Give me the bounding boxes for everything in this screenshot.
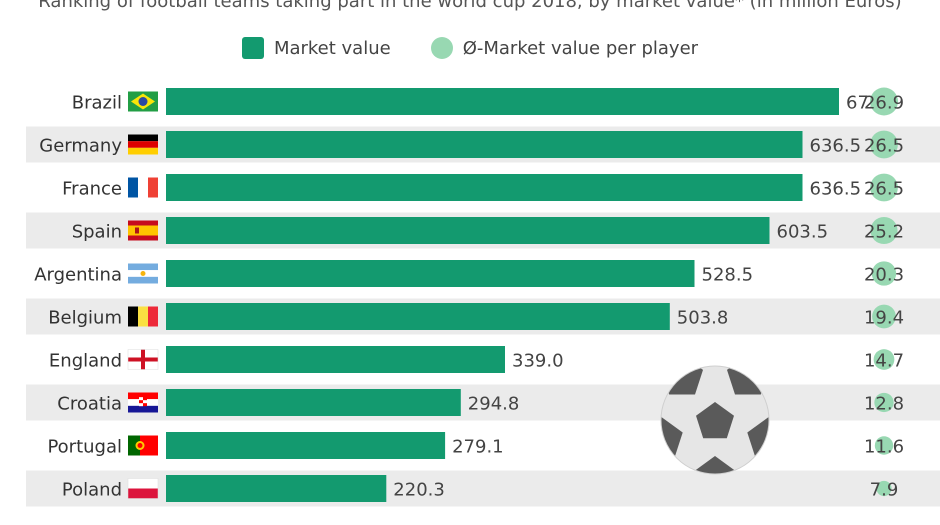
country-label: Brazil	[72, 93, 122, 114]
avg-value-label: 14.7	[864, 351, 904, 372]
avg-value-circle	[870, 130, 898, 159]
avg-value-circle	[874, 392, 894, 413]
country-label: England	[49, 351, 122, 372]
market-value-bar	[166, 217, 770, 244]
chart-row: Croatia 294.8 12.8	[26, 384, 940, 421]
country-label: Croatia	[57, 394, 122, 415]
avg-value-circle	[870, 87, 898, 116]
chart-row: England 339.0 14.7	[49, 346, 904, 373]
market-value-label: 279.1	[452, 437, 504, 458]
chart-row: Brazil673.026.9	[72, 87, 904, 116]
market-value-bar	[166, 174, 803, 201]
market-value-label: 528.5	[702, 265, 754, 286]
legend-swatch-avg-per-player	[430, 37, 453, 59]
market-value-label: 636.5	[810, 179, 862, 200]
avg-value-label: 25.2	[864, 222, 904, 243]
market-value-bar	[166, 260, 695, 287]
avg-value-circle	[872, 304, 896, 329]
avg-value-label: 26.5	[864, 179, 904, 200]
market-value-label: 636.5	[810, 136, 862, 157]
avg-value-label: 12.8	[864, 394, 904, 415]
market-value-label: 603.5	[777, 222, 829, 243]
market-value-label: 503.8	[677, 308, 729, 329]
legend-label-avg-per-player: Ø-Market value per player	[462, 37, 699, 59]
brazil-flag-icon	[128, 91, 158, 112]
legend-swatch-market-value	[241, 37, 264, 59]
england-flag-icon	[127, 349, 159, 370]
avg-value-circle	[870, 216, 898, 245]
chart-row: Portugal 279.1 11.6	[47, 432, 904, 459]
country-label: Argentina	[34, 265, 122, 286]
avg-value-label: 11.6	[864, 437, 904, 458]
chart-row: Germany 636.5 26.5	[26, 126, 940, 163]
chart-row: Belgium 503.8 19.4	[26, 298, 940, 335]
portugal-flag-icon	[128, 435, 158, 456]
country-label: Portugal	[47, 437, 122, 458]
chart-row: Poland 220.3 7.9	[26, 470, 940, 507]
legend-item-market-value: Market value	[241, 37, 391, 59]
avg-value-label: 26.9	[864, 93, 904, 114]
country-label: Poland	[62, 480, 122, 501]
chart-row: France 636.5 26.5	[62, 173, 904, 202]
market-value-bar	[166, 88, 839, 115]
avg-value-label: 20.3	[864, 265, 904, 286]
spain-flag-icon	[128, 220, 158, 241]
market-value-bar	[166, 346, 505, 373]
legend-item-avg-per-player: Ø-Market value per player	[430, 37, 699, 59]
avg-value-circle	[871, 261, 897, 286]
avg-value-label: 19.4	[864, 308, 904, 329]
country-label: Belgium	[48, 308, 122, 329]
avg-value-circle	[876, 480, 892, 497]
argentina-flag-icon	[128, 263, 158, 284]
avg-value-circle	[874, 436, 894, 455]
market-value-label: 339.0	[512, 351, 564, 372]
belgium-flag-icon	[128, 306, 158, 327]
avg-value-label: 26.5	[864, 136, 904, 157]
country-label: France	[62, 179, 122, 200]
market-value-label: 220.3	[393, 480, 445, 501]
chart-row: Spain 603.5 25.2	[26, 212, 940, 249]
market-value-bar	[166, 131, 803, 158]
france-flag-icon	[128, 177, 158, 198]
market-value-bar	[166, 432, 446, 459]
market-value-label: 294.8	[468, 394, 520, 415]
market-value-bar	[166, 389, 461, 416]
avg-value-circle	[870, 173, 898, 202]
country-label: Spain	[72, 222, 122, 243]
chart-legend: Market value Ø-Market value per player	[0, 34, 940, 62]
chart-row: Argentina 528.5 20.3	[34, 260, 904, 287]
avg-value-circle	[873, 349, 895, 370]
country-label: Germany	[39, 136, 122, 157]
poland-flag-icon	[127, 478, 159, 499]
legend-label-market-value: Market value	[273, 37, 391, 59]
market-value-bar	[166, 475, 387, 502]
market-value-bar	[166, 303, 670, 330]
croatia-flag-icon	[128, 392, 158, 413]
chart-subtitle: Ranking of football teams taking part in…	[38, 0, 902, 12]
avg-value-label: 7.9	[870, 480, 899, 501]
row-stripe	[26, 470, 940, 507]
germany-flag-icon	[128, 134, 158, 155]
